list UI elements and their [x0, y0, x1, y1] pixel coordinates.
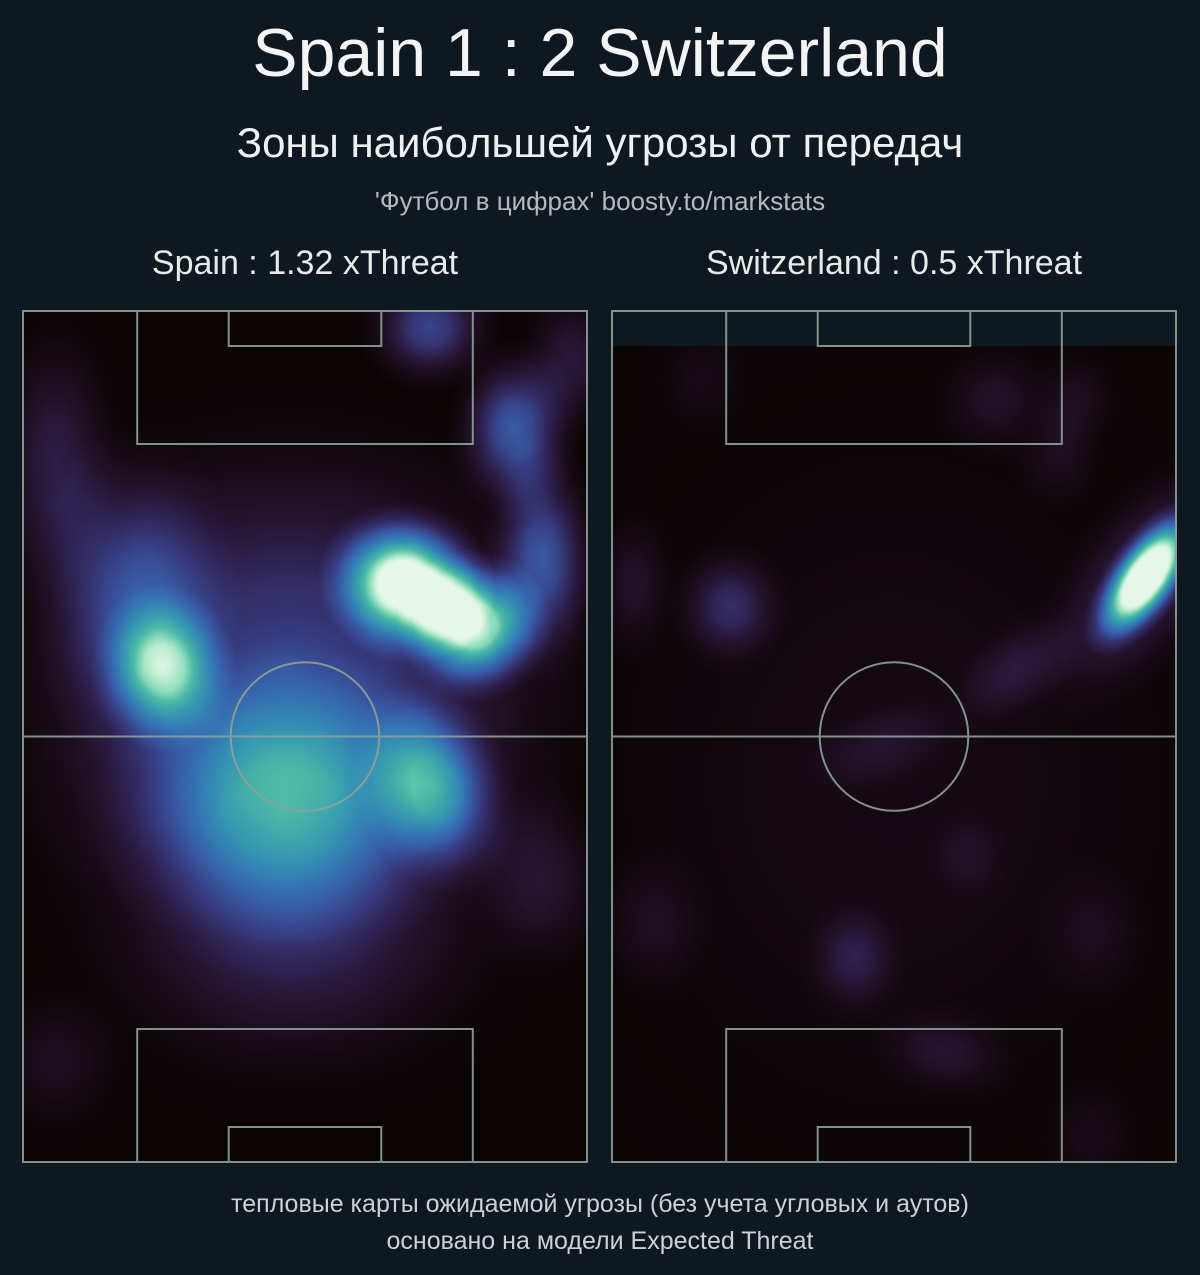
spain-pitch	[22, 310, 588, 1163]
match-title: Spain 1 : 2 Switzerland	[252, 15, 948, 91]
footer-note-line2: основано на модели Expected Threat	[386, 1227, 814, 1255]
switzerland-pitch-lines	[611, 310, 1177, 1163]
switzerland-panel-title: Switzerland : 0.5 xThreat	[705, 244, 1083, 282]
attribution-text: 'Футбол в цифрах' boosty.to/markstats	[374, 186, 826, 216]
footer-note-line1: тепловые карты ожидаемой угрозы (без уче…	[231, 1190, 969, 1218]
switzerland-pitch	[611, 310, 1177, 1163]
spain-panel-title: Spain : 1.32 xThreat	[151, 244, 459, 282]
figure-subtitle: Зоны наибольшей угрозы от передач	[236, 119, 964, 166]
spain-pitch-lines	[22, 310, 588, 1163]
